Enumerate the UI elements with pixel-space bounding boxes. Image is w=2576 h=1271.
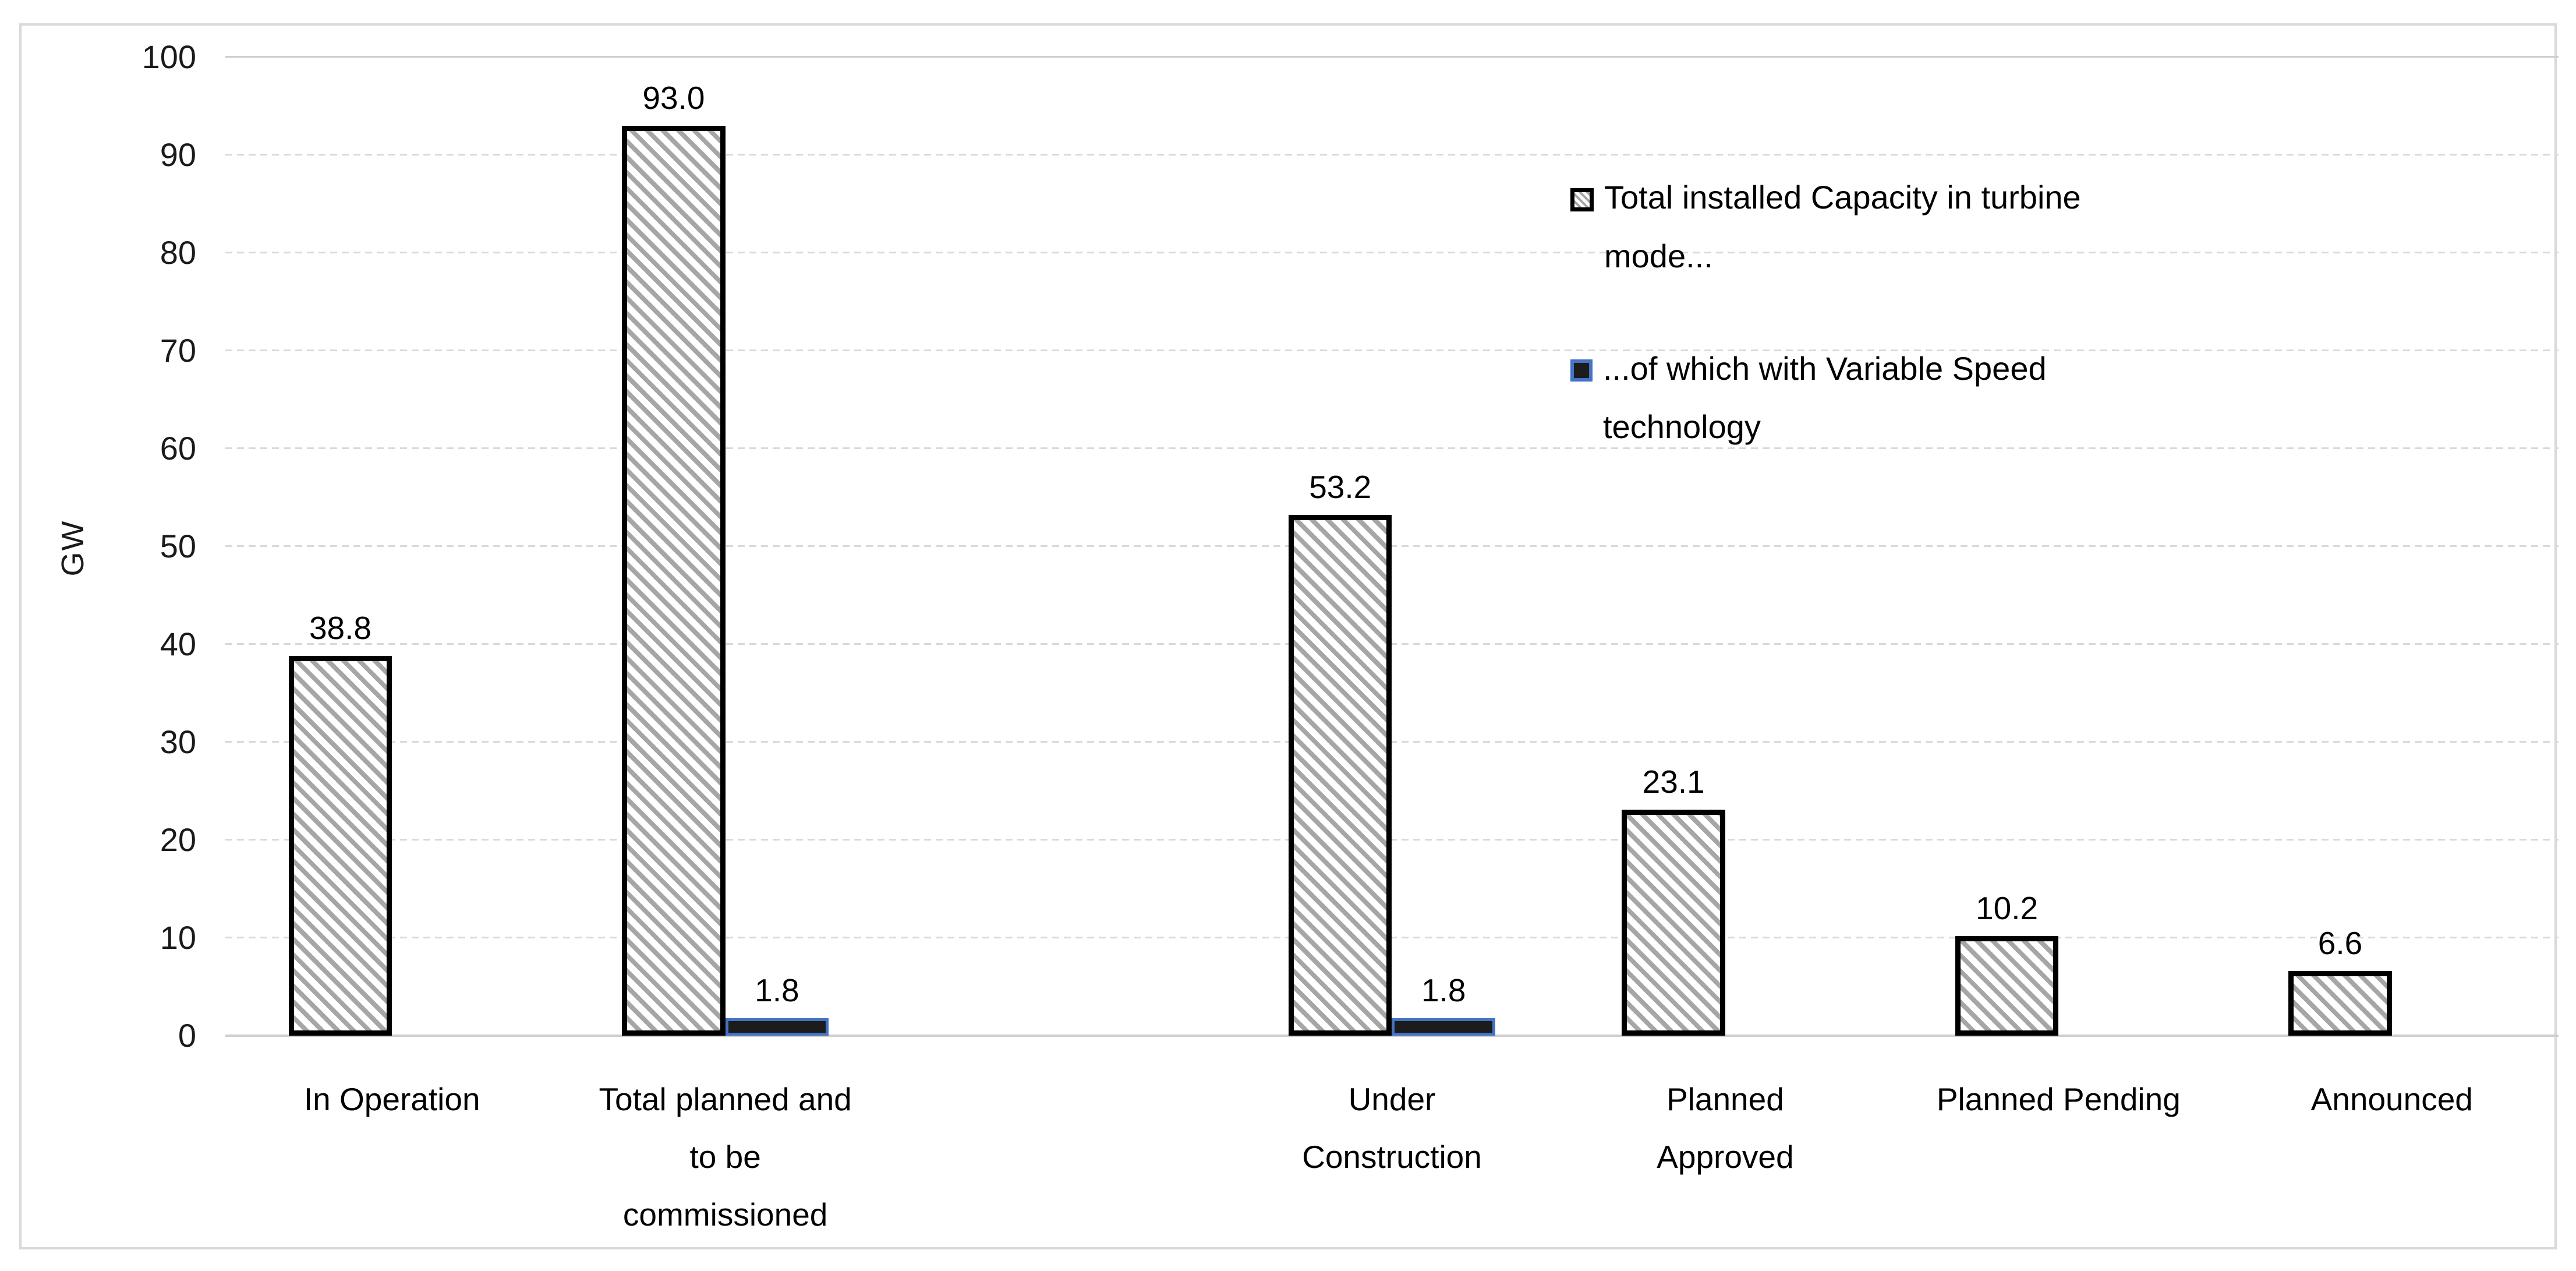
gridline-40 <box>225 643 2559 645</box>
x-category-label: Planned Approved <box>1559 1071 1892 1244</box>
bar-value-label: 10.2 <box>1976 889 2039 926</box>
bar-value-label: 53.2 <box>1309 469 1372 506</box>
x-category-label-line: In Operation <box>303 1081 480 1117</box>
x-category-label-line: Construction <box>1302 1139 1482 1175</box>
bar-total-capacity-1 <box>622 125 726 1036</box>
bar-value-label: 38.8 <box>309 610 371 647</box>
bar-total-capacity-5 <box>1955 935 2059 1036</box>
bar-variable-speed-3 <box>1392 1018 1495 1036</box>
x-category-label-line: Planned <box>1666 1081 1784 1117</box>
x-category-label: Under Construction <box>1225 1071 1558 1244</box>
legend-item: Total installed Capacity in turbine mode.… <box>1570 168 2304 286</box>
bar-total-capacity-0 <box>288 656 392 1036</box>
x-category-label-line: Approved <box>1657 1139 1794 1175</box>
category-slot: 23.1 <box>1559 57 1892 1036</box>
bar-total-capacity-3 <box>1289 515 1392 1036</box>
bar-total-capacity-4 <box>1622 809 1725 1036</box>
bar-variable-speed-1 <box>725 1018 829 1036</box>
y-tick-label: 50 <box>160 528 196 564</box>
solid-black-legend-marker-icon <box>1570 359 1593 382</box>
x-category-label: Total planned and to be commissioned <box>558 1071 891 1244</box>
gridline-100 <box>225 56 2559 58</box>
x-category-label: Announced <box>2225 1071 2559 1244</box>
gridline-60 <box>225 447 2559 449</box>
y-tick-label: 90 <box>160 136 196 173</box>
bar-value-label: 6.6 <box>2317 925 2363 962</box>
y-tick-label: 60 <box>160 430 196 467</box>
bar-value-label: 1.8 <box>755 972 799 1008</box>
legend-label-line: Total installed Capacity in turbine <box>1604 179 2081 216</box>
gridline-10 <box>225 937 2559 938</box>
y-tick-label: 30 <box>160 723 196 760</box>
gridline-80 <box>225 252 2559 253</box>
legend: Total installed Capacity in turbine mode.… <box>1570 168 2304 510</box>
legend-item-label: Total installed Capacity in turbine mode.… <box>1604 168 2081 286</box>
x-category-label: Planned Pending <box>1892 1071 2225 1244</box>
category-slot: 10.2 <box>1892 57 2225 1036</box>
legend-item-label: ...of which with Variable Speed technolog… <box>1603 340 2047 457</box>
gridline-20 <box>225 839 2559 841</box>
y-tick-label: 0 <box>178 1017 196 1054</box>
bar-value-label: 23.1 <box>1642 763 1705 800</box>
category-slot: 53.2 1.8 <box>1225 57 1558 1036</box>
bar-total-capacity-6 <box>2288 971 2392 1036</box>
x-category-label-line: commissioned <box>622 1196 828 1233</box>
plot-area: 0 10 20 30 40 50 60 70 80 90 100 38.8 93.0 1.8 53.2 1.8… <box>142 41 2559 1052</box>
x-category-label <box>892 1071 1225 1244</box>
category-slot: 38.8 <box>225 57 558 1036</box>
y-tick-label: 10 <box>160 919 196 956</box>
gridline-90 <box>225 154 2559 156</box>
x-category-label-line: Under <box>1348 1081 1436 1117</box>
x-category-label-line: Announced <box>2310 1081 2473 1117</box>
y-tick-label: 20 <box>160 821 196 858</box>
legend-label-line: ...of which with Variable Speed <box>1603 349 2047 387</box>
x-category-label-line: Planned Pending <box>1936 1081 2181 1117</box>
category-slot: 6.6 <box>2225 57 2559 1036</box>
y-tick-label: 80 <box>160 234 196 271</box>
bar-value-label: 93.0 <box>642 79 705 116</box>
y-tick-label: 40 <box>160 626 196 662</box>
gridline-50 <box>225 545 2559 547</box>
y-tick-label: 100 <box>141 38 196 75</box>
category-slot <box>892 57 1225 1036</box>
y-tick-label: 70 <box>160 332 196 369</box>
x-category-label-line: to be <box>689 1139 761 1175</box>
gridline-30 <box>225 741 2559 743</box>
bar-value-label: 1.8 <box>1421 972 1466 1008</box>
legend-label-line: technology <box>1603 408 1761 446</box>
x-category-label-line: Total planned and <box>599 1081 852 1117</box>
category-slot: 93.0 1.8 <box>558 57 891 1036</box>
legend-label-line: mode... <box>1604 237 1713 274</box>
x-axis-labels: In Operation Total planned and to be commis… <box>225 1071 2559 1244</box>
hatched-legend-marker-icon <box>1570 188 1594 211</box>
x-axis-line <box>225 1035 2559 1037</box>
gridline-70 <box>225 349 2559 351</box>
chart-frame: GW 0 10 20 30 40 50 60 70 80 90 100 38.8 93.0 1.8 53.2… <box>19 23 2559 1249</box>
x-category-label: In Operation <box>225 1071 558 1244</box>
bar-slots: 38.8 93.0 1.8 53.2 1.8 23.1 10.2 6.6 <box>225 57 2559 1036</box>
legend-item: ...of which with Variable Speed technolog… <box>1570 340 2304 457</box>
